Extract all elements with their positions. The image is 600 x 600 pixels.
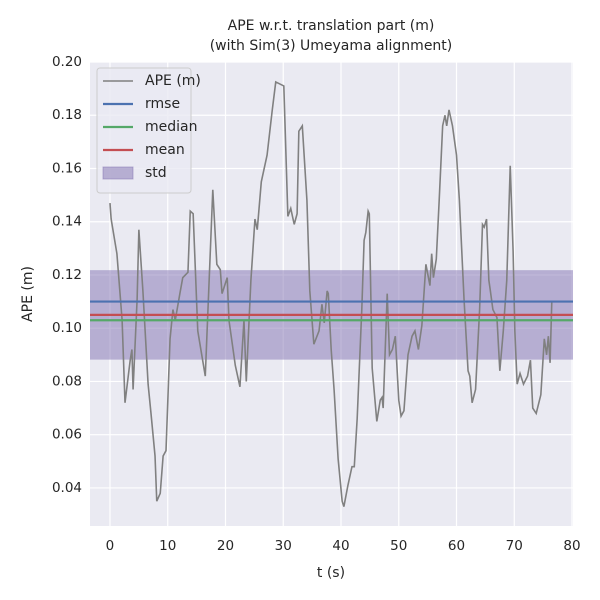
x-tick-label: 80: [563, 538, 580, 554]
y-tick-label: 0.12: [52, 267, 82, 283]
x-tick-label: 10: [159, 538, 176, 554]
legend-label: std: [145, 165, 167, 181]
marks: [90, 80, 573, 507]
x-tick-label: 30: [275, 538, 292, 554]
y-tick-label: 0.06: [52, 427, 82, 443]
x-axis-label: t (s): [317, 565, 345, 581]
x-tick-label: 20: [217, 538, 234, 554]
legend-label: APE (m): [145, 73, 201, 89]
y-axis-label: APE (m): [20, 266, 36, 322]
x-tick-label: 70: [506, 538, 523, 554]
legend-swatch: [102, 166, 134, 180]
legend-label: median: [145, 119, 197, 135]
x-tick-label: 0: [106, 538, 115, 554]
y-tick-label: 0.10: [52, 320, 82, 336]
x-tick-label: 50: [390, 538, 407, 554]
chart-title: APE w.r.t. translation part (m): [228, 18, 435, 34]
legend-label: mean: [145, 142, 185, 158]
y-tick-label: 0.20: [52, 54, 82, 70]
x-tick-label: 60: [448, 538, 465, 554]
y-tick-label: 0.08: [52, 373, 82, 389]
y-tick-label: 0.18: [52, 107, 82, 123]
y-tick-label: 0.04: [52, 480, 82, 496]
y-tick-label: 0.16: [52, 160, 82, 176]
x-tick-label: 40: [332, 538, 349, 554]
legend-label: rmse: [145, 96, 180, 112]
y-tick-label: 0.14: [52, 214, 82, 230]
ape-line: [109, 80, 553, 507]
chart-subtitle: (with Sim(3) Umeyama alignment): [210, 38, 453, 54]
legend-box: [96, 67, 192, 194]
legend: APE (m) rmse median mean std: [96, 67, 201, 194]
